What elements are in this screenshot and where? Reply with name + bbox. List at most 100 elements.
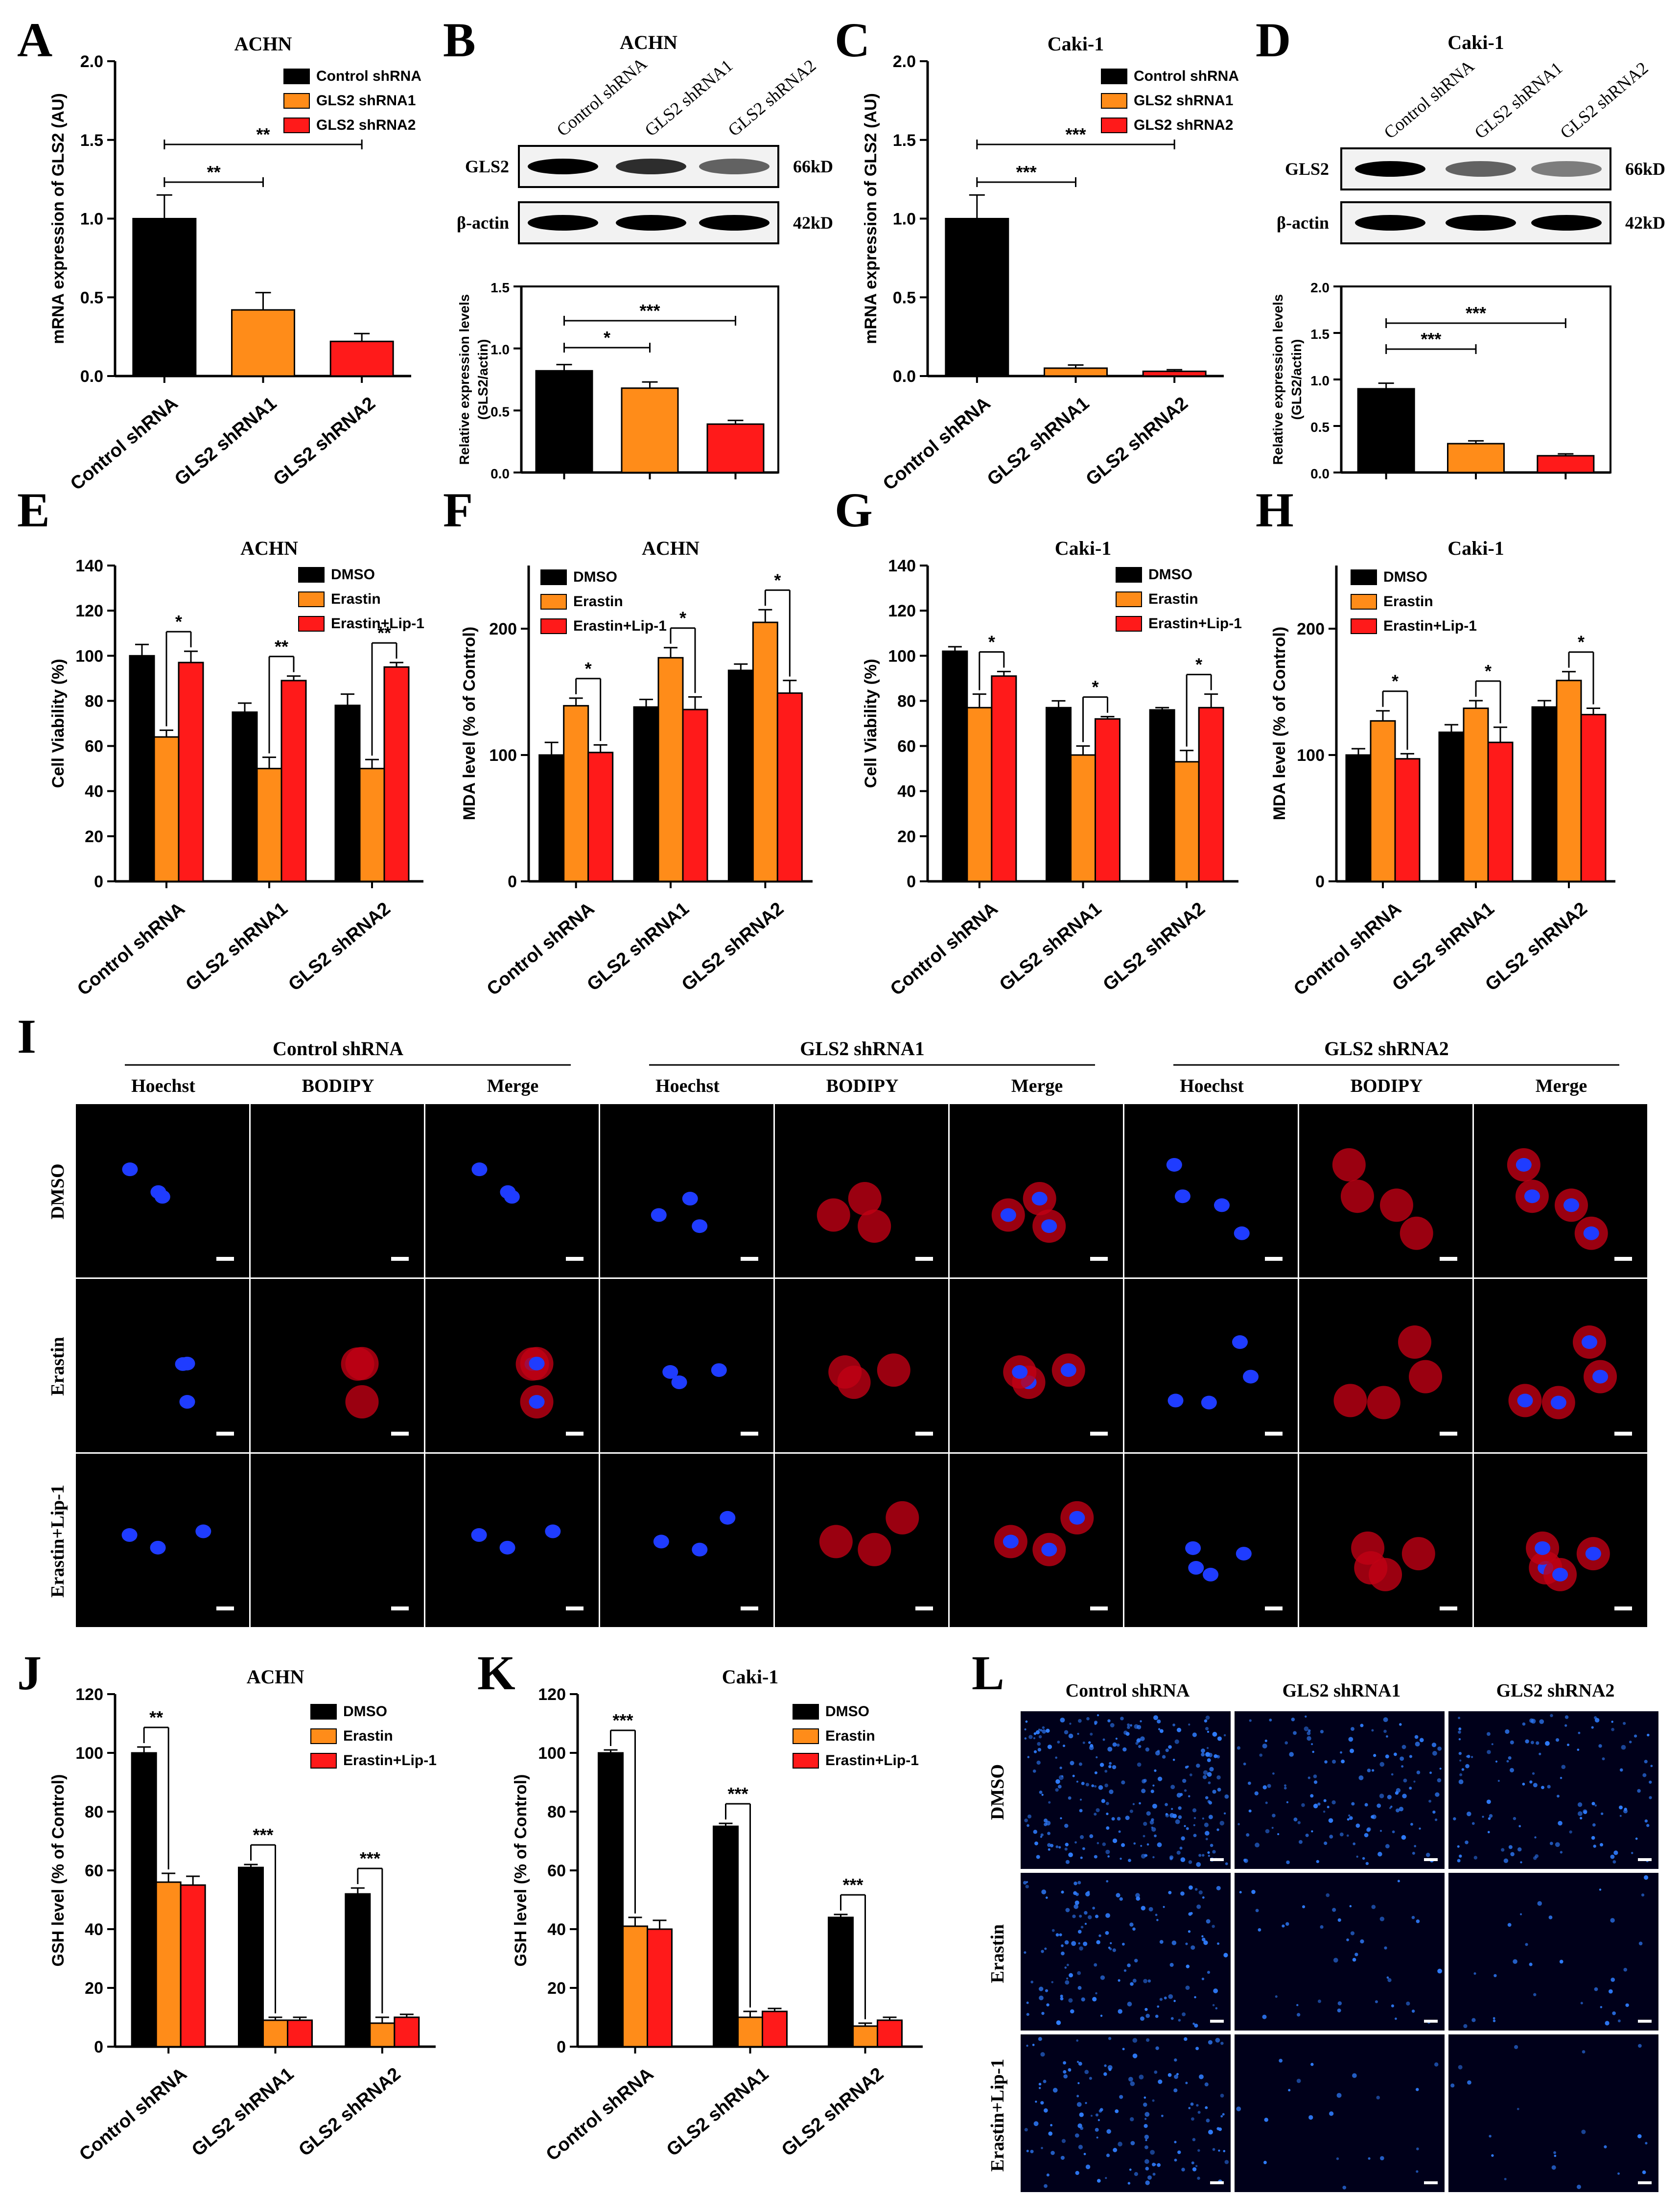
cell-dot [1346, 1938, 1349, 1941]
cell-dot [1638, 2044, 1642, 2048]
sig-label: * [1485, 661, 1492, 681]
cell-dot [1411, 2009, 1415, 2013]
bar [1149, 709, 1175, 882]
cell-dot [1559, 1960, 1563, 1964]
legend-label: DMSO [825, 1703, 869, 1720]
legend-label: Erastin [1148, 591, 1198, 607]
cell-dot [1545, 1741, 1550, 1746]
cell-dot [1098, 1785, 1103, 1790]
scale-bar [915, 1606, 933, 1610]
cell-dot [1085, 1891, 1090, 1897]
cell-dot [1121, 1780, 1125, 1785]
cell-dot [1413, 1780, 1416, 1783]
cell-dot [1048, 1848, 1050, 1851]
cell-dot [1530, 1741, 1534, 1745]
bar [1447, 443, 1505, 473]
cell-dot [1326, 1893, 1330, 1897]
scale-bar [915, 1257, 933, 1261]
sig-label: ** [377, 623, 391, 643]
cell-dot [1379, 1830, 1382, 1832]
sig-label: *** [253, 1825, 273, 1845]
y-tick-label: 0 [508, 873, 517, 891]
hoechst-nucleus [179, 1395, 195, 1409]
cell-dot [1207, 1800, 1211, 1803]
cell-dot [1395, 2017, 1397, 2020]
scale-bar [1424, 2020, 1438, 2023]
micrograph-tile [1124, 1279, 1298, 1452]
cell-dot [1154, 1769, 1157, 1772]
hoechst-nucleus [1583, 1226, 1599, 1240]
cell-dot [1555, 1842, 1560, 1847]
blot-band [1531, 215, 1602, 231]
cell-dot [1167, 2073, 1172, 2077]
channel-label: BODIPY [1351, 1076, 1423, 1096]
cell-dot [1580, 2002, 1583, 2005]
cell-dot [1143, 1778, 1147, 1783]
scale-bar [1638, 1858, 1652, 1861]
cell-dot [1046, 2173, 1050, 2177]
cell-dot [1044, 2184, 1048, 2188]
cell-dot [1419, 1827, 1421, 1830]
cell-dot [1052, 2088, 1058, 2093]
cell-dot [1155, 2014, 1159, 2018]
cell-dot [1619, 1768, 1623, 1772]
legend-swatch [1351, 569, 1377, 585]
cell-dot [1154, 2163, 1157, 2166]
cell-dot [1038, 2087, 1041, 2089]
cell-dot [1039, 1791, 1043, 1794]
cell-dot [1207, 1772, 1212, 1777]
cell-dot [1148, 1907, 1153, 1912]
hoechst-nucleus [529, 1395, 545, 1409]
x-tick-label: Control shRNA [483, 898, 599, 1000]
cell-dot [1184, 2037, 1188, 2041]
cell-dot [1079, 1798, 1082, 1801]
cell-dot [1122, 1747, 1127, 1752]
cell-dot [1275, 1995, 1278, 1998]
cell-dot [1560, 1851, 1563, 1854]
y-tick-label: 0.0 [1310, 466, 1330, 481]
y-tick-label: 1.0 [893, 210, 916, 229]
cell-dot [1619, 1805, 1623, 1810]
legend-label: Erastin+Lip-1 [825, 1752, 919, 1769]
cell-dot [1159, 1729, 1164, 1733]
cell-dot [1192, 1732, 1197, 1737]
bar [852, 2025, 878, 2048]
cell-dot [1024, 1951, 1027, 1954]
cell-dot [1525, 1943, 1528, 1946]
sig-label: * [585, 659, 592, 679]
y-tick-label: 1.0 [490, 342, 510, 357]
scale-bar [1090, 1257, 1108, 1261]
legend-label: Erastin+Lip-1 [1383, 618, 1477, 634]
cell-dot [1062, 1745, 1066, 1747]
cell-dot [1143, 1821, 1147, 1826]
cell-dot [1600, 1843, 1603, 1847]
y-tick-label: 1.0 [80, 210, 103, 229]
cell-dot [1203, 1940, 1208, 1945]
hoechst-nucleus [1524, 1189, 1540, 1204]
x-tick-label: GLS2 shRNA2 [678, 898, 788, 995]
cell-dot [1038, 2037, 1042, 2041]
cell-dot [1152, 2172, 1156, 2176]
cell-dot [1341, 1759, 1345, 1764]
cell-dot [1610, 1918, 1615, 1923]
bar [1044, 367, 1108, 377]
cell-dot [1339, 1832, 1344, 1837]
cell-dot [1192, 2022, 1195, 2025]
scale-bar [1614, 1257, 1632, 1261]
bar [1556, 680, 1582, 882]
sig-label: * [774, 570, 781, 590]
cell-dot [1185, 1942, 1188, 1945]
cell-dot [1277, 1833, 1280, 1836]
cell-dot [1332, 1908, 1336, 1912]
cell-dot [1038, 1728, 1041, 1731]
fluorescence-tile [1235, 1711, 1445, 1869]
cell-dot [1090, 2115, 1093, 2117]
cell-dot [1076, 2102, 1082, 2107]
scale-bar [566, 1606, 583, 1610]
cell-dot [1181, 1836, 1185, 1841]
y-tick-label: 40 [547, 1920, 566, 1939]
cell-dot [1079, 1946, 1083, 1951]
cell-dot [1079, 2112, 1084, 2117]
cell-dot [1177, 2150, 1181, 2154]
group-label: GLS2 shRNA2 [1324, 1038, 1449, 1060]
